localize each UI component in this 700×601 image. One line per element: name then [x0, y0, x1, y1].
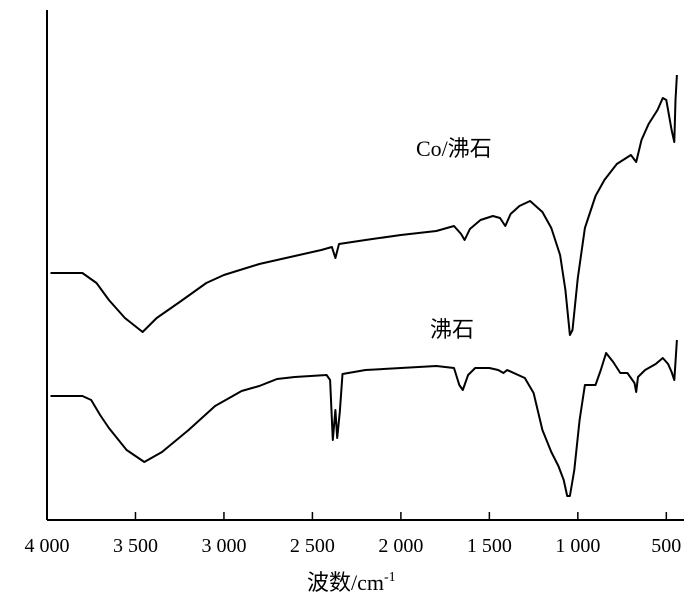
series-line-1 — [50, 339, 678, 497]
x-tick-labels: 4 000 3 500 3 000 2 500 2 000 1 500 1 000 500 — [25, 535, 682, 557]
x-ticks — [46, 512, 668, 520]
series-labels: Co/沸石 沸石 — [416, 136, 492, 342]
x-tick-label-2000: 2 000 — [378, 535, 423, 557]
x-axis-title-main: 波数/cm — [307, 570, 384, 595]
series-label-co-zeolite: Co/沸石 — [416, 136, 492, 161]
x-tick-label-2500: 2 500 — [290, 535, 335, 557]
x-axis-title: 波数/cm-1 — [307, 570, 396, 595]
x-tick-label-4000: 4 000 — [25, 535, 70, 557]
x-tick-label-3500: 3 500 — [113, 535, 158, 557]
series-line-0 — [50, 74, 678, 336]
series-label-zeolite: 沸石 — [430, 317, 474, 342]
x-tick-label-500: 500 — [651, 535, 681, 557]
spectrum-series — [50, 74, 678, 497]
x-tick-label-3000: 3 000 — [201, 535, 246, 557]
axes — [46, 10, 684, 521]
x-tick-label-1000: 1 000 — [555, 535, 600, 557]
x-tick-label-1500: 1 500 — [467, 535, 512, 557]
x-axis-title-superscript: -1 — [384, 570, 396, 585]
